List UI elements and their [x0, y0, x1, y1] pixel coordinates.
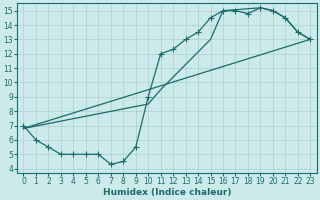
- X-axis label: Humidex (Indice chaleur): Humidex (Indice chaleur): [103, 188, 231, 197]
